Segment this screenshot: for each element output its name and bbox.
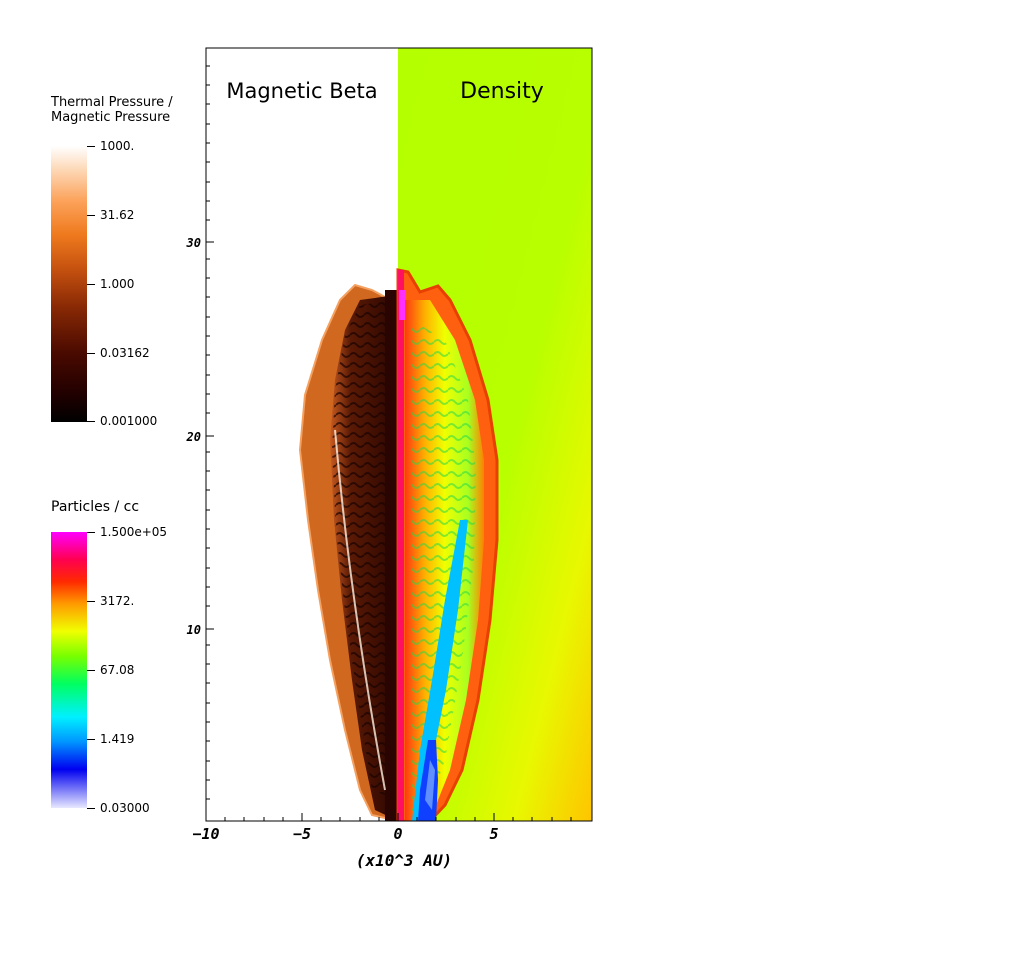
beta-colorbar-label: 0.03162 [100,346,150,360]
density-shear-streak [412,520,468,821]
density-colorbar-title: Particles / cc [51,499,140,515]
beta-colorbar-label: 1.000 [100,277,135,291]
density-jet-axis [398,270,404,821]
beta-colorbar-label: 31.62 [100,208,135,222]
y-tick-label: 30 [186,236,201,250]
density-colorbar-tick [87,670,95,671]
x-tick-label: −5 [293,825,311,843]
beta-panel-title: Magnetic Beta [226,79,377,103]
density-colorbar-label: 67.08 [100,663,135,677]
beta-colorbar-label: 1000. [100,139,135,153]
beta-colorbar-tick [87,284,95,285]
density-colorbar-tick [87,808,95,809]
x-axis-label: (x10^3 AU) [356,851,452,870]
beta-colorbar [51,146,87,422]
beta-colorbar-title-2: Magnetic Pressure [51,110,171,125]
density-colorbar-tick [87,532,95,533]
x-tick-label: −10 [192,825,219,843]
density-colorbar-tick [87,739,95,740]
x-tick-label: 5 [489,825,498,843]
density-colorbar [51,532,87,808]
beta-jet-axis [385,290,398,821]
x-axis-ticks [205,813,572,821]
density-colorbar-label: 3172. [100,594,135,608]
x-tick-label: 0 [393,825,402,843]
density-panel-title: Density [460,79,544,104]
beta-colorbar-title-1: Thermal Pressure / [51,95,173,110]
beta-colorbar-tick [87,353,95,354]
density-colorbar-tick [87,601,95,602]
y-axis-ticks [206,65,214,800]
beta-colorbar-label: 0.001000 [100,414,158,428]
beta-colorbar-tick [87,146,95,147]
density-colorbar-label: 0.03000 [100,801,150,815]
plot-frame [205,47,593,822]
beta-colorbar-tick [87,215,95,216]
beta-colorbar-tick [87,421,95,422]
density-colorbar-label: 1.419 [100,732,135,746]
y-tick-label: 20 [186,430,201,444]
density-colorbar-label: 1.500e+05 [100,525,168,539]
y-tick-label: 10 [187,623,201,637]
